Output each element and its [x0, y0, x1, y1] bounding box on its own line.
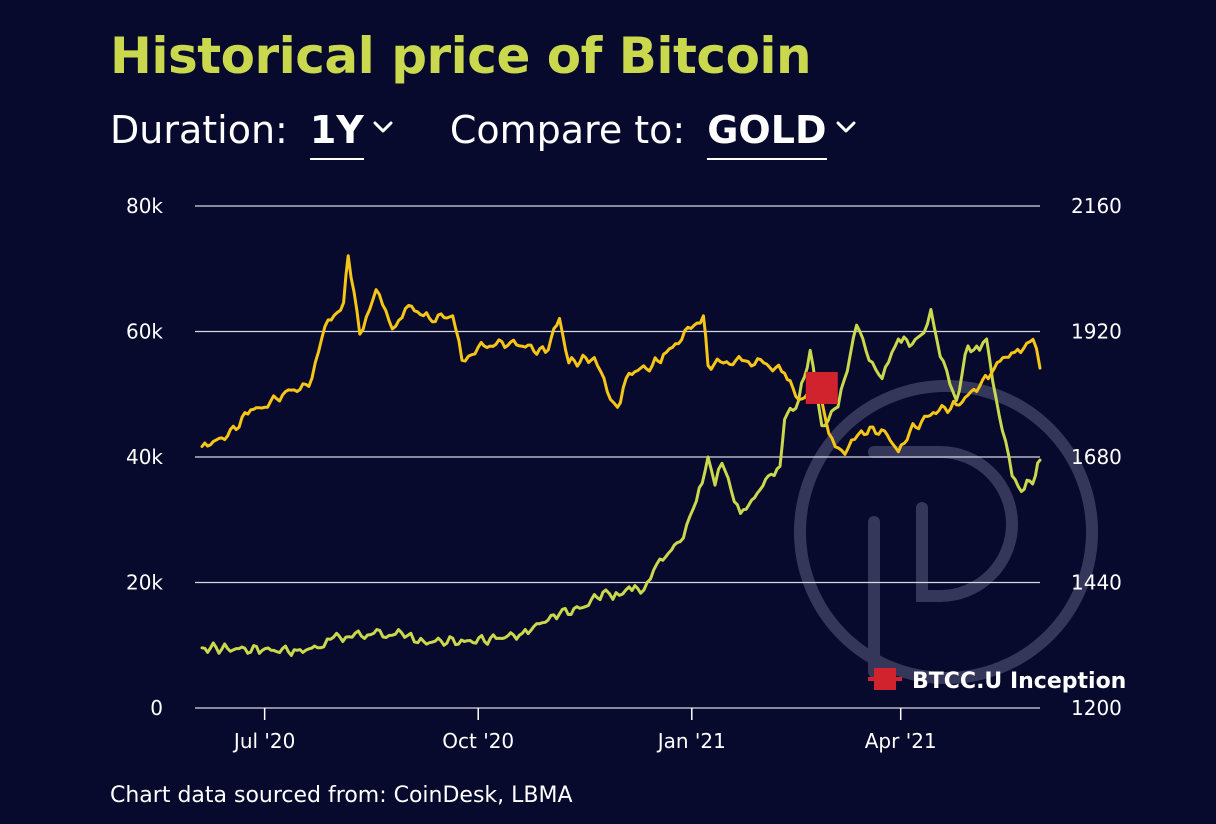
inception-marker	[805, 371, 838, 404]
y-left-tick-label: 20k	[126, 571, 163, 595]
data-source-note: Chart data sourced from: CoinDesk, LBMA	[110, 783, 573, 808]
x-tick-label: Jan '21	[656, 729, 726, 753]
x-axis: Jul '20 Oct '20 Jan '21 Apr '21	[232, 708, 937, 753]
y-right-tick-label: 1200	[1071, 696, 1122, 720]
compare-value[interactable]: GOLD	[707, 104, 827, 160]
duration-select[interactable]: 1Y	[309, 104, 394, 160]
y-axis-right: 1200 1440 1680 1920 2160	[1071, 194, 1122, 720]
chevron-down-icon[interactable]	[835, 120, 857, 134]
y-right-tick-label: 2160	[1071, 194, 1122, 218]
duration-label: Duration:	[110, 108, 288, 152]
y-right-tick-label: 1680	[1071, 445, 1122, 469]
x-tick-label: Oct '20	[442, 729, 514, 753]
watermark-logo-icon	[794, 380, 1098, 684]
series-line-1	[200, 254, 1042, 456]
y-right-tick-label: 1920	[1071, 320, 1122, 344]
y-left-tick-label: 0	[150, 696, 163, 720]
y-left-tick-label: 40k	[126, 445, 163, 469]
page-title: Historical price of Bitcoin	[110, 27, 812, 85]
chevron-down-icon[interactable]	[372, 120, 394, 134]
compare-select[interactable]: GOLD	[707, 104, 856, 160]
series-group	[200, 254, 1042, 657]
chart-controls: Duration: 1Y Compare to: GOLD	[110, 104, 857, 164]
series-line-0	[200, 308, 1042, 657]
legend: BTCC.U Inception	[868, 668, 1126, 694]
y-axis-left: 0 20k 40k 60k 80k	[126, 194, 163, 720]
grid-lines	[195, 205, 1040, 709]
y-right-tick-label: 1440	[1071, 571, 1122, 595]
y-left-tick-label: 60k	[126, 320, 163, 344]
x-tick-label: Apr '21	[865, 729, 937, 753]
legend-marker-bar	[868, 677, 902, 681]
duration-value[interactable]: 1Y	[309, 104, 364, 160]
legend-label: BTCC.U Inception	[912, 669, 1126, 694]
y-left-tick-label: 80k	[126, 194, 163, 218]
x-tick-label: Jul '20	[232, 729, 295, 753]
marker-group	[805, 371, 838, 404]
price-chart: 0 20k 40k 60k 80k 1200 1440 1680 1920 2160 Jul '…	[126, 194, 1126, 753]
compare-label: Compare to:	[449, 108, 686, 152]
